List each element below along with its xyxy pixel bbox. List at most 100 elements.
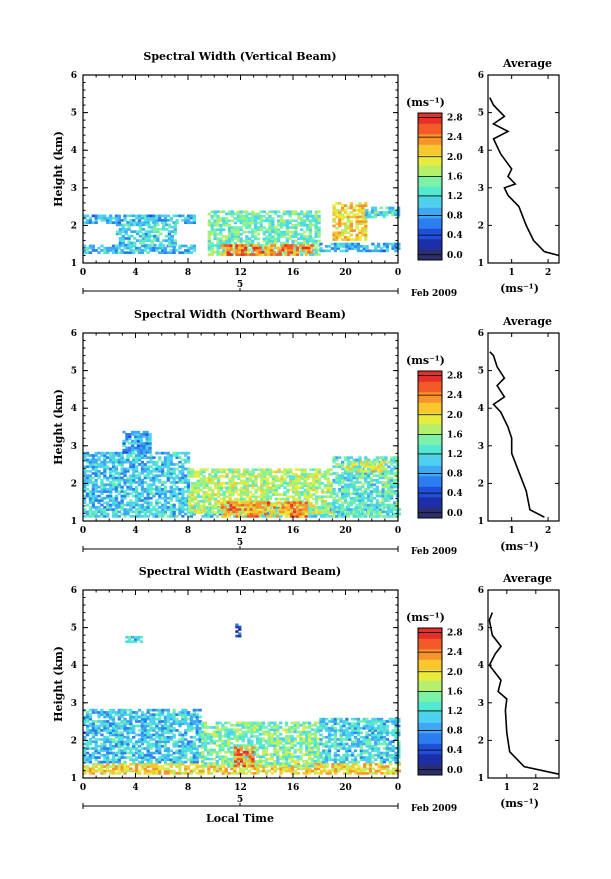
heatmap-cell xyxy=(164,217,167,220)
heatmap-cell xyxy=(341,218,344,221)
heatmap-cell xyxy=(214,219,217,222)
heatmap-cell xyxy=(112,479,115,482)
heatmap-cell xyxy=(109,747,112,750)
heatmap-cell xyxy=(130,235,133,238)
heatmap-cell xyxy=(123,217,126,220)
heatmap-cell xyxy=(220,489,223,492)
heatmap-cell xyxy=(302,508,305,511)
heatmap-cell xyxy=(353,229,356,232)
heatmap-cell xyxy=(109,729,112,732)
heatmap-cell xyxy=(393,472,396,475)
heatmap-cell xyxy=(230,513,233,516)
heatmap-cell xyxy=(299,504,302,507)
heatmap-cell xyxy=(129,474,132,477)
heatmap-cell xyxy=(122,242,125,245)
heatmap-cell xyxy=(386,245,389,248)
colorbar-tick-label: 1.2 xyxy=(447,450,463,460)
heatmap-cell xyxy=(167,763,170,766)
heatmap-cell xyxy=(138,249,141,252)
heatmap-cell xyxy=(338,474,341,477)
y-axis-label: Height (km) xyxy=(52,389,65,465)
heatmap-cell xyxy=(239,768,242,771)
heatmap-cell xyxy=(144,463,147,466)
heatmap-cell xyxy=(225,219,228,222)
heatmap-cell xyxy=(152,495,155,498)
heatmap-cell xyxy=(144,740,147,743)
heatmap-cell xyxy=(149,483,152,486)
heatmap-cell xyxy=(191,484,194,487)
heatmap-cell xyxy=(193,215,196,218)
heatmap-cell xyxy=(132,501,135,504)
heatmap-cell xyxy=(155,511,158,514)
heatmap-cell xyxy=(153,224,156,227)
heatmap-cell xyxy=(251,235,254,238)
heatmap-cell xyxy=(379,495,382,498)
heatmap-cell xyxy=(126,468,129,471)
heatmap-cell xyxy=(181,219,184,222)
heatmap-cell xyxy=(144,465,147,468)
y-tick-label: 4 xyxy=(71,404,77,414)
heatmap-cell xyxy=(360,468,363,471)
heatmap-cell xyxy=(367,474,370,477)
heatmap-cell xyxy=(214,505,217,508)
heatmap-cell xyxy=(152,513,155,516)
heatmap-cell xyxy=(306,210,309,213)
heatmap-cell xyxy=(270,511,273,514)
heatmap-cell xyxy=(133,242,136,245)
heatmap-cell xyxy=(384,481,387,484)
heatmap-cell xyxy=(155,768,158,771)
heatmap-cell xyxy=(97,711,100,714)
heatmap-cell xyxy=(103,736,106,739)
heatmap-cell xyxy=(100,711,103,714)
heatmap-cell xyxy=(188,498,191,501)
heatmap-cell xyxy=(366,763,369,766)
heatmap-cell xyxy=(97,763,100,766)
heatmap-cell xyxy=(363,768,366,771)
heatmap-cell xyxy=(173,488,176,491)
heatmap-cell xyxy=(224,506,227,509)
heatmap-cell xyxy=(384,490,387,493)
heatmap-cell xyxy=(275,477,278,480)
heatmap-cell xyxy=(246,482,249,485)
heatmap-cell xyxy=(191,509,194,512)
heatmap-cell xyxy=(122,237,125,240)
heatmap-cell xyxy=(221,504,224,507)
heatmap-cell xyxy=(217,500,220,503)
heatmap-cell xyxy=(115,506,118,509)
heatmap-cell xyxy=(278,484,281,487)
heatmap-cell xyxy=(372,470,375,473)
heatmap-cell xyxy=(296,501,299,504)
heatmap-cell xyxy=(273,251,276,254)
heatmap-cell xyxy=(109,722,112,725)
heatmap-cell xyxy=(106,768,109,771)
heatmap-cell xyxy=(312,493,315,496)
heatmap-cell xyxy=(205,482,208,485)
heatmap-cell xyxy=(123,772,126,775)
heatmap-cell xyxy=(380,213,383,216)
heatmap-cell xyxy=(103,474,106,477)
heatmap-cell xyxy=(132,456,135,459)
heatmap-cell xyxy=(388,209,391,212)
heatmap-cell xyxy=(89,743,92,746)
heatmap-cell xyxy=(283,498,286,501)
heatmap-cell xyxy=(257,486,260,489)
heatmap-cell xyxy=(137,435,140,438)
heatmap-cell xyxy=(95,763,98,766)
heatmap-cell xyxy=(253,501,256,504)
heatmap-cell xyxy=(267,501,270,504)
colorbar-swatch xyxy=(418,371,442,382)
heatmap-cell xyxy=(258,247,261,250)
heatmap-cell xyxy=(226,489,229,492)
heatmap-cell xyxy=(347,495,350,498)
heatmap-cell xyxy=(217,484,220,487)
heatmap-cell xyxy=(103,452,106,455)
heatmap-cell xyxy=(390,456,393,459)
heatmap-cell xyxy=(97,515,100,518)
heatmap-cell xyxy=(266,489,269,492)
heatmap-cell xyxy=(187,765,190,768)
heatmap-cell xyxy=(296,515,299,518)
heatmap-cell xyxy=(387,511,390,514)
heatmap-cell xyxy=(132,506,135,509)
heatmap-cell xyxy=(126,479,129,482)
heatmap-cell xyxy=(287,501,290,504)
